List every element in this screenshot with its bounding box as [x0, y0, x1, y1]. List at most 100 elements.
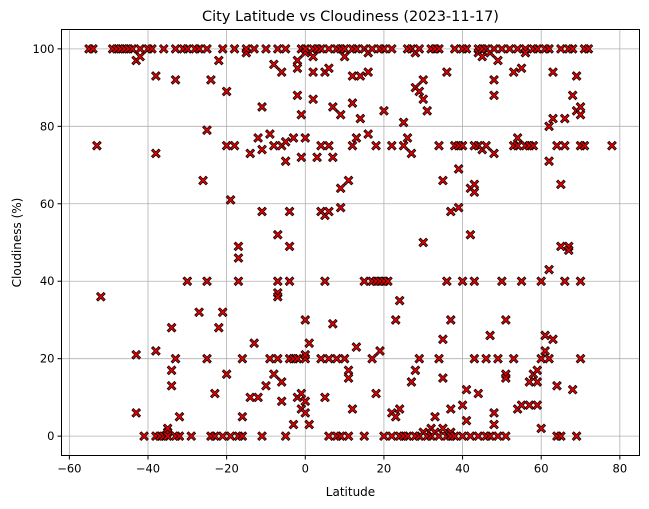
data-point	[284, 241, 295, 252]
data-point	[434, 140, 444, 151]
data-point	[438, 334, 448, 345]
data-point	[202, 125, 212, 136]
data-point	[500, 431, 511, 442]
x-tick-label: 60	[534, 462, 549, 476]
data-point	[300, 396, 311, 407]
data-point	[276, 396, 287, 407]
data-point	[512, 133, 523, 143]
data-point	[489, 408, 499, 418]
data-point	[268, 140, 279, 151]
data-point	[516, 400, 527, 411]
data-point	[229, 43, 240, 54]
data-point	[410, 365, 421, 376]
data-point	[563, 245, 574, 256]
data-point	[335, 202, 346, 213]
data-point	[555, 179, 566, 190]
data-point	[308, 67, 319, 77]
data-point	[217, 43, 228, 54]
data-point	[347, 404, 358, 414]
x-tick-label: −40	[136, 462, 160, 476]
data-point	[245, 148, 256, 159]
data-point	[292, 55, 303, 66]
data-point	[575, 276, 586, 287]
data-point	[327, 318, 338, 329]
data-point	[276, 67, 287, 77]
data-point	[414, 86, 425, 97]
data-point	[300, 315, 311, 325]
data-point	[477, 51, 488, 62]
data-point	[339, 353, 350, 364]
data-point	[355, 71, 366, 81]
data-point	[559, 276, 570, 287]
data-point	[276, 377, 287, 387]
x-tick-label: 0	[302, 462, 309, 476]
data-point	[406, 148, 417, 159]
data-point	[548, 334, 558, 345]
data-point	[237, 431, 248, 442]
data-point	[284, 206, 295, 217]
data-point	[316, 140, 326, 151]
y-tick-label: 0	[47, 429, 54, 443]
data-point	[300, 408, 311, 418]
data-point	[158, 43, 169, 54]
data-point	[312, 152, 322, 163]
data-point	[422, 105, 433, 116]
data-point	[473, 388, 484, 399]
data-point	[540, 330, 551, 341]
data-point	[548, 113, 558, 124]
data-point	[272, 276, 283, 287]
data-point	[323, 63, 334, 74]
data-point	[150, 71, 161, 81]
data-point	[575, 109, 586, 120]
data-point	[398, 140, 409, 151]
data-point	[280, 156, 291, 167]
data-point	[402, 133, 413, 143]
data-point	[202, 353, 212, 364]
data-point	[343, 365, 354, 376]
data-point	[166, 380, 177, 391]
data-point	[575, 353, 586, 364]
data-point	[418, 94, 429, 105]
data-point	[359, 431, 370, 442]
data-point	[261, 43, 271, 54]
data-point	[516, 276, 527, 287]
data-point	[375, 346, 385, 356]
data-point	[186, 431, 197, 442]
data-point	[607, 140, 617, 151]
data-point	[304, 419, 315, 430]
data-point	[438, 373, 448, 383]
data-point	[308, 94, 319, 105]
data-point	[221, 369, 232, 380]
data-point	[288, 419, 299, 430]
data-point	[347, 140, 358, 151]
data-point	[367, 353, 378, 364]
data-point	[229, 140, 240, 151]
data-point	[335, 183, 346, 194]
data-point	[465, 229, 476, 240]
data-point	[268, 369, 279, 380]
data-point	[520, 47, 531, 58]
data-point	[292, 63, 303, 74]
data-point	[481, 353, 492, 364]
data-point	[202, 43, 212, 54]
data-point	[174, 431, 185, 442]
data-point	[213, 322, 224, 333]
data-point	[571, 431, 582, 442]
data-point	[249, 338, 260, 349]
data-point	[131, 349, 142, 360]
data-point	[166, 365, 177, 376]
data-point	[398, 117, 409, 128]
data-point	[469, 179, 480, 190]
data-point	[288, 133, 299, 143]
data-point	[296, 388, 307, 399]
data-point	[500, 315, 511, 325]
data-point	[567, 90, 578, 101]
data-point	[544, 156, 554, 167]
data-point	[257, 431, 267, 442]
data-point	[335, 109, 346, 120]
data-point	[508, 353, 519, 364]
data-point	[441, 276, 452, 287]
data-point	[351, 342, 362, 352]
data-point	[461, 43, 472, 54]
data-point	[382, 276, 393, 287]
